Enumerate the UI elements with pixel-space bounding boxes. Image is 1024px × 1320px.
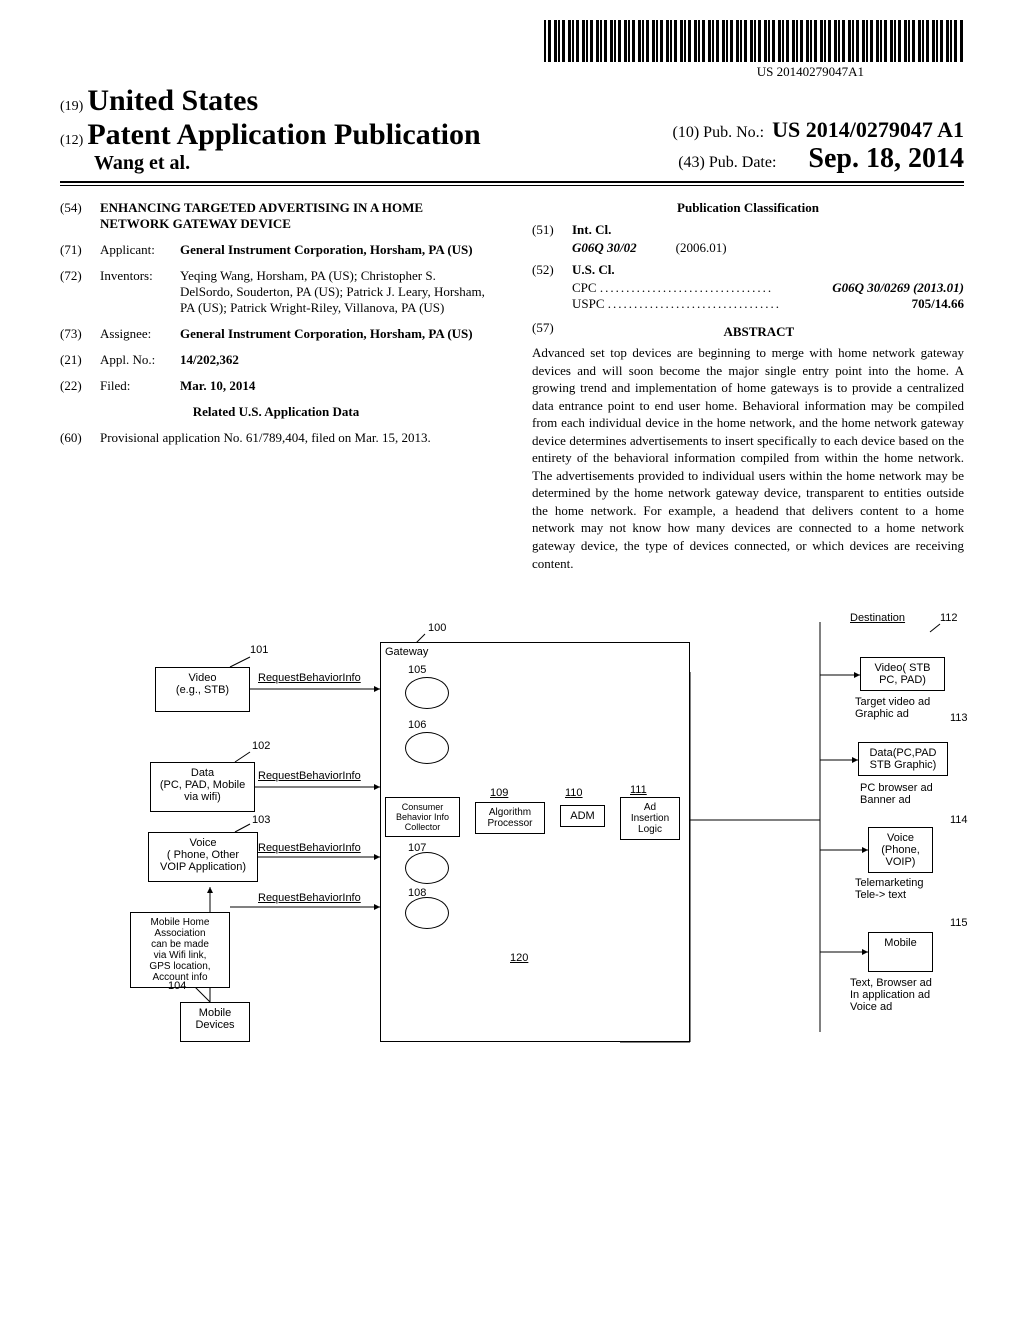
pubno-tag: (10) [673, 124, 700, 141]
req-label-2: RequestBehaviorInfo [258, 770, 361, 782]
uspc-value: 705/14.66 [912, 296, 964, 311]
ref-112: 112 [940, 612, 958, 624]
right-column: Publication Classification (51) Int. Cl.… [532, 200, 964, 572]
barcode-number: US 20140279047A1 [757, 64, 864, 80]
oval-106 [405, 732, 449, 764]
node-insertion: Ad Insertion Logic [620, 797, 680, 840]
invention-title: ENHANCING TARGETED ADVERTISING IN A HOME… [100, 200, 492, 232]
assignee-label: Assignee: [100, 326, 180, 342]
ref-106: 106 [408, 719, 426, 731]
assignee-value: General Instrument Corporation, Horsham,… [180, 326, 492, 342]
dest-video-sub: Target video ad Graphic ad [855, 696, 930, 720]
country: United States [87, 84, 258, 117]
barcode-block: US 20140279047A1 [60, 20, 964, 80]
node-voice: Voice ( Phone, Other VOIP Application) [148, 832, 258, 882]
inventors-tag: (72) [60, 268, 100, 316]
related-title: Related U.S. Application Data [60, 404, 492, 420]
req-label-3: RequestBehaviorInfo [258, 842, 361, 854]
classification-title: Publication Classification [532, 200, 964, 216]
prov-value: Provisional application No. 61/789,404, … [100, 430, 492, 446]
uscl-label: U.S. Cl. [572, 262, 615, 277]
pubdate-tag: (43) [678, 154, 705, 171]
bibliographic-columns: (54) ENHANCING TARGETED ADVERTISING IN A… [60, 200, 964, 572]
ref-110: 110 [565, 787, 583, 799]
country-tag: (19) [60, 99, 83, 114]
ref-104: 104 [168, 980, 186, 992]
barcode [544, 20, 964, 62]
inventors-value: Yeqing Wang, Horsham, PA (US); Christoph… [180, 268, 492, 316]
node-algo: Algorithm Processor [475, 802, 545, 834]
uscl-tag: (52) [532, 262, 572, 278]
header: (19) United States (12) Patent Applicati… [60, 84, 964, 175]
oval-108 [405, 897, 449, 929]
dest-data-sub: PC browser ad Banner ad [860, 782, 933, 806]
title-tag: (54) [60, 200, 100, 232]
applno-value: 14/202,362 [180, 352, 492, 368]
ref-107: 107 [408, 842, 426, 854]
pubno-label: Pub. No.: [703, 124, 764, 141]
inventors-label: Inventors: [100, 268, 180, 316]
applicant-tag: (71) [60, 242, 100, 258]
cpc-label: CPC [572, 280, 597, 295]
filed-tag: (22) [60, 378, 100, 394]
applno-label: Appl. No.: [100, 352, 180, 368]
req-label-1: RequestBehaviorInfo [258, 672, 361, 684]
req-label-4: RequestBehaviorInfo [258, 892, 361, 904]
applicant-value: General Instrument Corporation, Horsham,… [180, 242, 492, 258]
ref-108: 108 [408, 887, 426, 899]
ref-105: 105 [408, 664, 426, 676]
ref-114: 114 [950, 814, 968, 826]
abstract-text: Advanced set top devices are beginning t… [532, 344, 964, 572]
prov-tag: (60) [60, 430, 100, 446]
intcl-tag: (51) [532, 222, 572, 238]
dest-video: Video( STB PC, PAD) [860, 657, 945, 691]
applicant-label: Applicant: [100, 242, 180, 258]
node-mobile: Mobile Devices [180, 1002, 250, 1042]
pub-date: Sep. 18, 2014 [808, 143, 964, 174]
oval-105 [405, 677, 449, 709]
ref-101: 101 [250, 644, 268, 656]
ref-113: 113 [950, 712, 968, 724]
node-mobile-assoc: Mobile Home Association can be made via … [130, 912, 230, 988]
node-data: Data (PC, PAD, Mobile via wifi) [150, 762, 255, 812]
author: Wang et al. [94, 152, 190, 174]
filed-value: Mar. 10, 2014 [180, 378, 492, 394]
dest-data: Data(PC,PAD STB Graphic) [858, 742, 948, 776]
ref-100: 100 [428, 622, 446, 634]
cpc-value: G06Q 30/0269 (2013.01) [832, 280, 964, 295]
intcl-code: G06Q 30/02 [572, 240, 637, 255]
ref-115: 115 [950, 917, 968, 929]
applno-tag: (21) [60, 352, 100, 368]
dest-voice-sub: Telemarketing Tele-> text [855, 877, 923, 901]
destination-label: Destination [850, 612, 905, 624]
dest-voice: Voice (Phone, VOIP) [868, 827, 933, 873]
node-collector: Consumer Behavior Info Collector [385, 797, 460, 837]
filed-label: Filed: [100, 378, 180, 394]
node-video: Video (e.g., STB) [155, 667, 250, 712]
abstract-tag: (57) [532, 320, 554, 344]
gateway-label: Gateway [385, 646, 428, 658]
node-adm: ADM [560, 805, 605, 827]
assignee-tag: (73) [60, 326, 100, 342]
dest-mobile: Mobile [868, 932, 933, 972]
pubdate-label: Pub. Date: [709, 154, 777, 171]
left-column: (54) ENHANCING TARGETED ADVERTISING IN A… [60, 200, 492, 572]
abstract-title: ABSTRACT [554, 324, 964, 340]
intcl-label: Int. Cl. [572, 222, 611, 237]
oval-107 [405, 852, 449, 884]
type-tag: (12) [60, 133, 83, 148]
pub-type: Patent Application Publication [87, 118, 480, 151]
ref-103: 103 [252, 814, 270, 826]
pub-number: US 2014/0279047 A1 [772, 117, 964, 142]
intcl-year: (2006.01) [676, 240, 727, 255]
ref-111: 111 [630, 784, 647, 796]
uspc-label: USPC [572, 296, 605, 311]
figure-diagram: Video (e.g., STB) 101 Data (PC, PAD, Mob… [60, 602, 964, 1122]
ref-109: 109 [490, 787, 508, 799]
ref-102: 102 [252, 740, 270, 752]
ref-120: 120 [510, 952, 528, 964]
dest-mobile-sub: Text, Browser ad In application ad Voice… [850, 977, 932, 1013]
